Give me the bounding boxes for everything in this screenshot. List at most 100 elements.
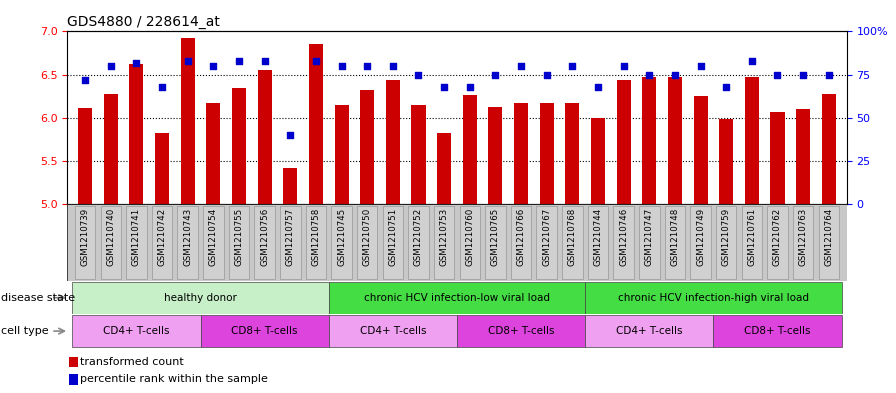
Bar [75,206,95,279]
Point [78,77,92,83]
Bar [822,94,836,204]
Bar [155,134,169,204]
Text: GSM1210751: GSM1210751 [388,208,397,266]
Bar [819,206,839,279]
Point [694,63,708,69]
Text: chronic HCV infection-low viral load: chronic HCV infection-low viral load [364,293,550,303]
Bar [73,315,201,347]
Bar [537,206,557,279]
Bar [462,95,477,204]
Bar [562,206,582,279]
Bar [539,103,554,204]
Text: GSM1210747: GSM1210747 [645,208,654,266]
Point [206,63,220,69]
Text: CD8+ T-cells: CD8+ T-cells [745,326,811,336]
Bar [78,108,92,204]
Point [334,63,349,69]
Bar [201,315,329,347]
Text: transformed count: transformed count [81,357,184,367]
Bar [409,206,429,279]
Text: GSM1210753: GSM1210753 [440,208,449,266]
Bar [232,88,246,204]
Text: healthy donor: healthy donor [164,293,237,303]
Bar [306,206,326,279]
Text: GSM1210749: GSM1210749 [696,208,705,266]
Point [616,63,631,69]
Text: GDS4880 / 228614_at: GDS4880 / 228614_at [67,15,220,29]
Point [565,63,580,69]
Bar [329,282,585,314]
Point [309,58,323,64]
Text: CD4+ T-cells: CD4+ T-cells [616,326,683,336]
Bar [716,206,737,279]
Text: GSM1210763: GSM1210763 [798,208,807,266]
Bar [383,206,403,279]
Bar [488,107,503,204]
Text: GSM1210761: GSM1210761 [747,208,756,266]
Text: GSM1210766: GSM1210766 [517,208,526,266]
Bar [257,70,271,204]
Bar [203,206,224,279]
Text: GSM1210762: GSM1210762 [773,208,782,266]
Point [155,84,169,90]
Bar [457,315,585,347]
Bar [719,119,733,204]
Bar [283,168,297,204]
Bar [514,103,528,204]
Point [514,63,529,69]
Point [796,72,810,78]
Bar [334,105,349,204]
Point [488,72,503,78]
Text: GSM1210742: GSM1210742 [158,208,167,266]
Bar [360,90,375,204]
Point [822,72,836,78]
Bar [437,132,452,204]
Text: GSM1210755: GSM1210755 [235,208,244,266]
Text: GSM1210756: GSM1210756 [260,208,269,266]
Bar [616,80,631,204]
Bar [332,206,352,279]
Text: chronic HCV infection-high viral load: chronic HCV infection-high viral load [618,293,809,303]
Text: CD8+ T-cells: CD8+ T-cells [487,326,555,336]
Bar [228,206,249,279]
Bar [767,206,788,279]
Point [360,63,375,69]
Text: CD4+ T-cells: CD4+ T-cells [103,326,169,336]
Bar [694,96,708,204]
Bar [565,103,580,204]
Point [745,58,759,64]
Bar [411,105,426,204]
Bar [357,206,377,279]
Text: GSM1210743: GSM1210743 [183,208,193,266]
Bar [69,357,78,367]
Bar [745,77,759,204]
Text: GSM1210750: GSM1210750 [363,208,372,266]
Bar [665,206,685,279]
Bar [585,315,713,347]
Text: CD4+ T-cells: CD4+ T-cells [359,326,426,336]
Bar [460,206,480,279]
Bar [181,39,194,204]
Point [411,72,426,78]
Text: GSM1210748: GSM1210748 [670,208,679,266]
Point [668,72,682,78]
Bar [668,77,682,204]
Point [590,84,605,90]
Point [385,63,400,69]
Text: GSM1210744: GSM1210744 [593,208,602,266]
Point [462,84,477,90]
Bar [793,206,814,279]
Bar [690,206,711,279]
Bar [585,282,841,314]
Point [719,84,733,90]
Bar [713,315,841,347]
Text: GSM1210745: GSM1210745 [337,208,346,266]
Bar [67,204,847,281]
Bar [386,80,400,204]
Text: GSM1210741: GSM1210741 [132,208,141,266]
Text: GSM1210752: GSM1210752 [414,208,423,266]
Point [539,72,554,78]
Text: GSM1210765: GSM1210765 [491,208,500,266]
Text: GSM1210768: GSM1210768 [568,208,577,266]
Text: GSM1210754: GSM1210754 [209,208,218,266]
